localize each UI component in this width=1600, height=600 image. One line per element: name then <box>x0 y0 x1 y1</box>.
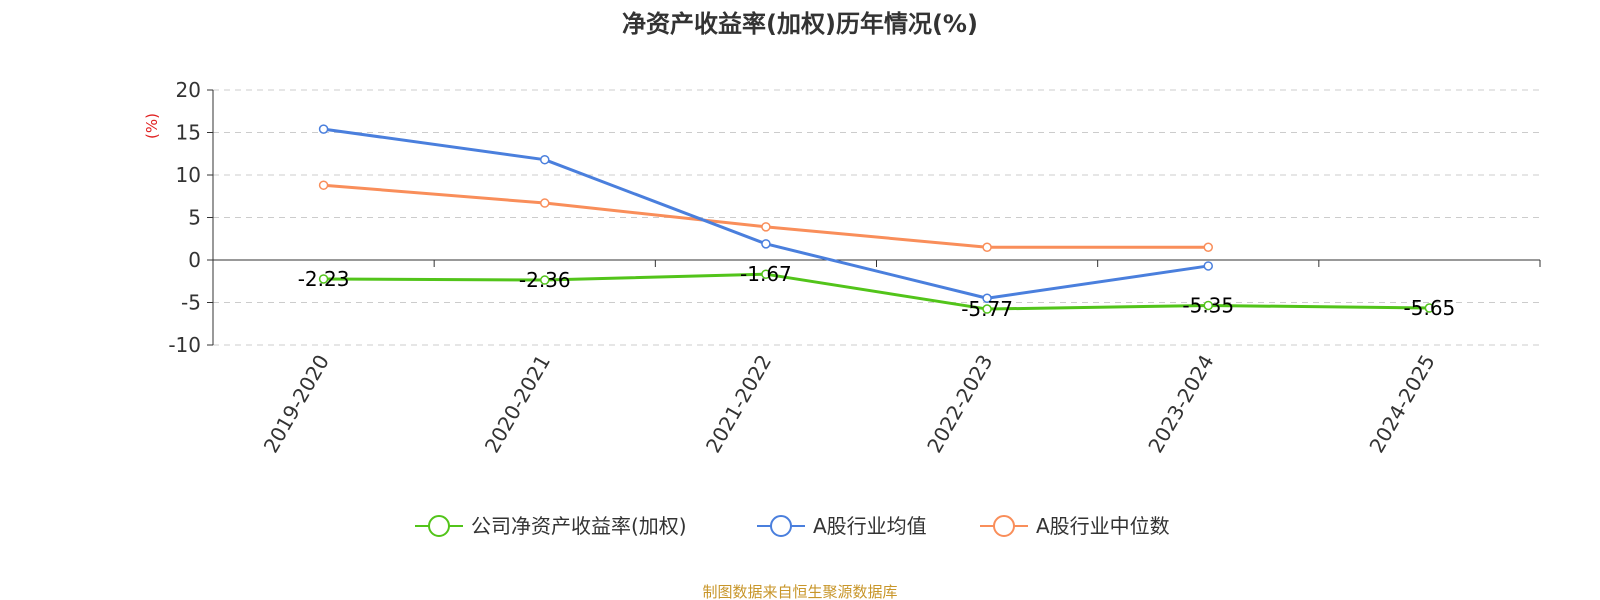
data-label: -1.67 <box>740 262 792 286</box>
data-label: -5.35 <box>1182 293 1234 317</box>
data-label: -2.36 <box>519 268 571 292</box>
series-line <box>323 272 1430 311</box>
legend-item[interactable]: A股行业中位数 <box>980 514 1170 538</box>
y-tick-label: -5 <box>181 291 201 315</box>
data-point <box>761 269 771 279</box>
data-labels: -2.23 -2.36 -1.67 -5.77 -5.35 -5.65 <box>298 262 1456 321</box>
x-tick-label: 2021-2022 <box>701 351 776 457</box>
y-tick-label: 10 <box>176 163 201 187</box>
data-label: -2.23 <box>298 267 350 291</box>
data-point <box>540 275 550 285</box>
data-point <box>318 180 329 190</box>
grid-lines <box>213 89 1540 346</box>
data-label: -5.65 <box>1404 296 1456 320</box>
legend: 公司净资产收益率(加权) A股行业均值 A股行业中位数 <box>415 514 1170 538</box>
data-point <box>761 239 771 249</box>
x-tick-label: 2019-2020 <box>259 351 334 457</box>
data-point <box>982 242 992 252</box>
legend-item[interactable]: 公司净资产收益率(加权) <box>415 514 687 538</box>
legend-label: 公司净资产收益率(加权) <box>471 514 687 538</box>
y-tick-label: 15 <box>176 121 201 145</box>
legend-marker <box>770 515 792 537</box>
data-label: -5.77 <box>961 297 1013 321</box>
legend-label: A股行业均值 <box>813 514 927 538</box>
data-point <box>1203 261 1213 271</box>
x-tick-label: 2022-2023 <box>922 351 997 457</box>
data-point <box>1203 242 1213 252</box>
y-tick-label: 20 <box>176 78 201 102</box>
data-point <box>1424 303 1435 313</box>
data-point <box>761 222 771 232</box>
chart-title: 净资产收益率(加权)历年情况(%) <box>622 10 978 38</box>
y-tick-label: -10 <box>168 333 201 357</box>
data-point <box>540 154 550 165</box>
y-tick-label: 5 <box>188 206 201 230</box>
legend-marker <box>428 515 450 537</box>
data-point <box>318 124 329 134</box>
data-point <box>540 198 550 208</box>
data-point <box>982 304 992 314</box>
y-axis-label: (%) <box>143 113 161 139</box>
legend-label: A股行业中位数 <box>1036 514 1170 538</box>
x-tick-label: 2024-2025 <box>1364 351 1439 457</box>
series-lines <box>318 124 1435 314</box>
data-point <box>1203 300 1213 311</box>
series-line <box>323 183 1209 249</box>
data-point <box>318 274 329 284</box>
y-tick-label: 0 <box>188 248 201 272</box>
x-tick-label: 2023-2024 <box>1143 351 1218 457</box>
legend-marker <box>993 515 1015 537</box>
data-point <box>982 293 992 303</box>
legend-item[interactable]: A股行业均值 <box>757 514 927 538</box>
source-credit: 制图数据来自恒生聚源数据库 <box>702 583 897 600</box>
x-tick-label: 2020-2021 <box>480 351 555 457</box>
